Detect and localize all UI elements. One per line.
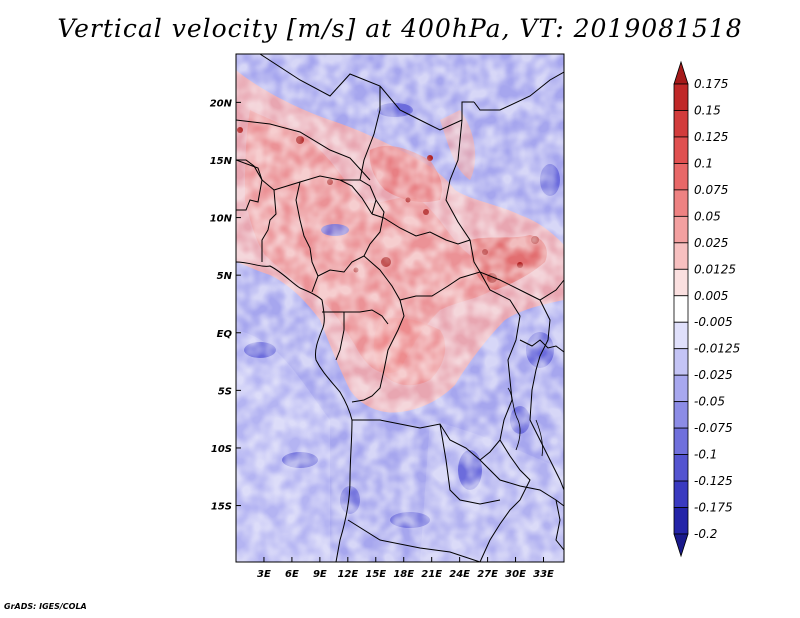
colorbar-swatch	[673, 163, 689, 191]
colorbar-label: -0.075	[694, 421, 733, 435]
colorbar-swatch	[673, 533, 689, 558]
colorbar-swatch	[673, 348, 689, 376]
colorbar-swatch	[673, 215, 689, 244]
colorbar-swatch	[673, 401, 689, 429]
colorbar-label: -0.125	[694, 474, 733, 488]
colorbar-label: 0.125	[694, 130, 728, 144]
lon-tick-label: 3E	[257, 569, 271, 580]
lat-tick-label: 15N	[210, 156, 233, 167]
colorbar-label: 0.005	[694, 289, 728, 303]
lon-tick-label: 12E	[337, 569, 358, 580]
colorbar-label: -0.0125	[694, 342, 740, 356]
colorbar-label: 0.05	[694, 209, 721, 223]
colorbar-label: 0.025	[694, 236, 728, 250]
lat-tick-label: EQ	[217, 329, 233, 340]
colorbar-swatch	[673, 83, 689, 111]
colorbar-swatch	[673, 321, 689, 350]
colorbar-swatch	[673, 242, 689, 270]
lon-tick-label: 9E	[313, 569, 327, 580]
colorbar-label: -0.2	[694, 527, 717, 541]
colorbar-label: 0.175	[694, 77, 728, 91]
colorbar-label: 0.075	[694, 183, 728, 197]
lat-tick-label: 15S	[211, 502, 232, 513]
colorbar-swatch	[673, 454, 689, 482]
colorbar: 0.175 0.15 0.125 0.1 0.075 0.05 0.025 0.0125 0.0…	[673, 60, 740, 558]
colorbar-label: 0.15	[694, 103, 721, 117]
lon-tick-label: 24E	[449, 569, 470, 580]
colorbar-label: 0.1	[694, 156, 713, 170]
colorbar-swatch	[673, 189, 689, 217]
colorbar-swatch	[673, 480, 689, 508]
map-frame	[235, 53, 565, 563]
lat-tick-label: 10N	[210, 214, 233, 225]
velocity-field	[236, 54, 564, 562]
map-axes: 3E 6E 9E 12E 15E 18E 21E 24E 27E 30E 33E 20N 15N 10N 5…	[210, 98, 554, 580]
lat-tick-label: 20N	[210, 98, 233, 109]
colorbar-swatch	[673, 507, 689, 535]
colorbar-swatch	[673, 295, 689, 323]
colorbar-swatch	[673, 136, 689, 164]
chart-title: Vertical velocity [m/s] at 400hPa, VT: 2…	[57, 14, 743, 43]
lon-tick-label: 33E	[533, 569, 554, 580]
colorbar-label: -0.025	[694, 368, 733, 382]
lon-tick-label: 27E	[477, 569, 498, 580]
colorbar-swatch	[673, 60, 689, 85]
colorbar-label: -0.1	[694, 448, 717, 462]
colorbar-label: -0.05	[694, 395, 725, 409]
colorbar-swatch	[673, 374, 689, 403]
colorbar-label: 0.0125	[694, 262, 736, 276]
lon-tick-label: 30E	[505, 569, 526, 580]
lat-tick-label: 5S	[218, 386, 232, 397]
colorbar-swatch	[673, 268, 689, 297]
colorbar-swatch	[673, 427, 689, 455]
grads-credit: GrADS: IGES/COLA	[4, 602, 87, 611]
lon-tick-label: 6E	[285, 569, 299, 580]
lat-tick-label: 5N	[217, 271, 233, 282]
lon-tick-label: 18E	[393, 569, 414, 580]
colorbar-swatch	[673, 110, 689, 138]
lon-tick-label: 15E	[365, 569, 386, 580]
colorbar-label: -0.005	[694, 315, 733, 329]
colorbar-label: -0.175	[694, 501, 733, 515]
lon-tick-label: 21E	[421, 569, 442, 580]
lat-tick-label: 10S	[211, 444, 232, 455]
